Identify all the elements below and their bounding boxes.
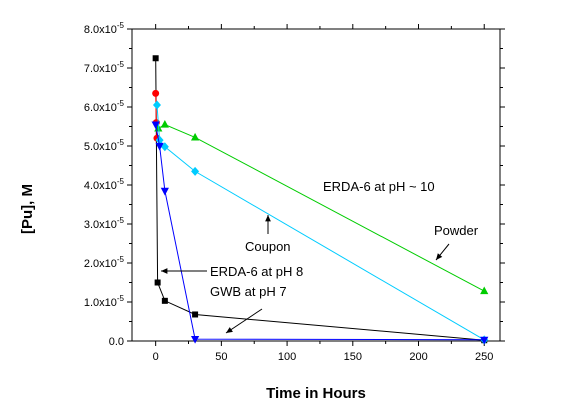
y-tick-label: 1.0x10-5 xyxy=(84,294,125,309)
gwb-ph7-arrow-head xyxy=(226,327,233,333)
annotation-gwb-ph7: GWB at pH 7 xyxy=(210,284,287,299)
y-tick-label: 3.0x10-5 xyxy=(84,216,125,231)
y-tick-label: 2.0x10-5 xyxy=(84,255,125,270)
y-tick-label: 8.0x10-5 xyxy=(84,21,125,36)
y-tick-exponent: -5 xyxy=(117,99,125,108)
annotation-coupon: Coupon xyxy=(245,239,291,254)
data-point xyxy=(151,121,160,130)
data-point xyxy=(160,142,169,152)
y-tick-mantissa: 8.0x10 xyxy=(84,24,117,36)
plot-frame: 0 50 100 150 200 2500.01.0x10-52.0x10-53.0x10… xyxy=(84,21,505,363)
x-tick-label: 250 xyxy=(475,351,493,363)
y-tick-label: 6.0x10-5 xyxy=(84,99,125,114)
data-point xyxy=(190,335,200,344)
annotation-powder: Powder xyxy=(434,223,479,238)
data-point xyxy=(190,132,200,141)
data-point xyxy=(160,187,169,196)
y-tick-mantissa: 4.0x10 xyxy=(84,180,117,192)
y-tick-exponent: -5 xyxy=(117,21,125,30)
data-point xyxy=(192,311,199,318)
data-point xyxy=(152,89,160,97)
data-point xyxy=(155,142,164,151)
y-tick-exponent: -5 xyxy=(117,294,125,303)
x-tick-label: 100 xyxy=(278,351,296,363)
coupon-arrow-head xyxy=(265,215,271,222)
gwb-ph7-arrow xyxy=(225,308,263,334)
data-point xyxy=(152,100,161,110)
data-point xyxy=(191,166,200,176)
y-tick-exponent: -5 xyxy=(117,138,125,147)
data-point xyxy=(160,119,169,128)
y-tick-label: 0.0 xyxy=(109,336,124,348)
y-tick-mantissa: 7.0x10 xyxy=(84,63,117,75)
y-tick-mantissa: 3.0x10 xyxy=(84,219,117,231)
y-tick-exponent: -5 xyxy=(117,60,125,69)
y-tick-label: 5.0x10-5 xyxy=(84,138,125,153)
x-tick-label: 200 xyxy=(409,351,427,363)
y-tick-label: 7.0x10-5 xyxy=(84,60,125,75)
powder-arrow-head xyxy=(436,253,443,260)
y-axis-title: [Pu], M xyxy=(19,184,36,234)
annotation-layer: ERDA-6 at pH ~ 10 Powder Coupon ERDA-6 a… xyxy=(161,179,479,334)
data-point xyxy=(152,55,159,62)
y-tick-mantissa: 2.0x10 xyxy=(84,258,117,270)
annotation-erda-ph8: ERDA-6 at pH 8 xyxy=(210,264,303,279)
data-point xyxy=(480,336,489,345)
series-triangle-down xyxy=(151,121,489,345)
series-layer xyxy=(151,55,489,345)
plot-border xyxy=(131,28,501,342)
y-tick-exponent: -5 xyxy=(117,177,125,186)
y-tick-mantissa: 1.0x10 xyxy=(84,297,117,309)
data-point xyxy=(154,279,161,286)
series-line xyxy=(155,58,485,341)
annotation-erda-ph10: ERDA-6 at pH ~ 10 xyxy=(323,179,435,194)
y-tick-mantissa: 5.0x10 xyxy=(84,141,117,153)
y-tick-mantissa: 0.0 xyxy=(109,336,124,348)
data-point xyxy=(480,286,489,295)
x-tick-label: 0 xyxy=(153,351,159,363)
series-square xyxy=(152,55,488,344)
x-tick-label: 150 xyxy=(344,351,362,363)
series-triangle-up xyxy=(154,119,489,295)
x-axis-title: Time in Hours xyxy=(266,385,366,402)
y-tick-label: 4.0x10-5 xyxy=(84,177,125,192)
y-tick-exponent: -5 xyxy=(117,216,125,225)
erda-ph8-arrow-head xyxy=(161,268,168,274)
x-tick-label: 50 xyxy=(215,351,227,363)
y-tick-mantissa: 6.0x10 xyxy=(84,102,117,114)
series-line xyxy=(158,124,485,292)
data-point xyxy=(161,297,168,304)
data-point xyxy=(155,135,164,145)
y-tick-exponent: -5 xyxy=(117,255,125,264)
